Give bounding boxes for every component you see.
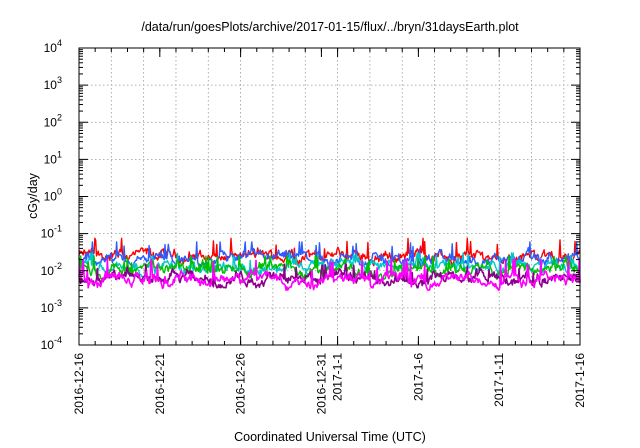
series-line-1 — [78, 237, 581, 267]
chart-title: /data/run/goesPlots/archive/2017-01-15/f… — [141, 20, 519, 34]
y-tick-label: 103 — [44, 75, 62, 92]
y-axis-label: cGy/day — [26, 172, 40, 219]
y-tick-label: 10-3 — [41, 298, 62, 315]
grid — [79, 48, 580, 345]
y-tick-label: 10-2 — [41, 261, 62, 278]
x-axis-label: Coordinated Universal Time (UTC) — [234, 430, 426, 444]
y-tick-label: 101 — [44, 149, 62, 166]
x-tick-labels: 2016-12-16 2016-12-21 2016-12-26 2016-12-31… — [72, 353, 587, 415]
x-tick-label: 2016-12-26 — [234, 353, 248, 415]
x-tick-label: 2017-1-16 — [573, 353, 587, 408]
x-tick-label: 2016-12-21 — [153, 353, 167, 415]
y-tick-label: 10-1 — [41, 224, 62, 241]
ticks — [78, 47, 581, 346]
y-tick-label: 100 — [44, 187, 62, 204]
series-group — [78, 237, 581, 292]
x-tick-label: 2017-1-1 — [331, 353, 345, 401]
x-tick-label: 2017-1-11 — [492, 353, 506, 407]
x-tick-label: 2017-1-6 — [411, 353, 425, 401]
plot-frame — [78, 47, 581, 346]
x-tick-label: 2016-12-16 — [72, 353, 86, 415]
series-line-6 — [78, 258, 581, 292]
y-tick-label: 104 — [44, 38, 62, 55]
y-tick-label: 10-4 — [41, 335, 62, 352]
x-tick-label: 2016-12-31 — [314, 353, 328, 415]
y-tick-labels: 10-4 10-3 10-2 10-1 100 101 102 103 104 — [41, 38, 62, 352]
y-tick-label: 102 — [44, 112, 62, 129]
